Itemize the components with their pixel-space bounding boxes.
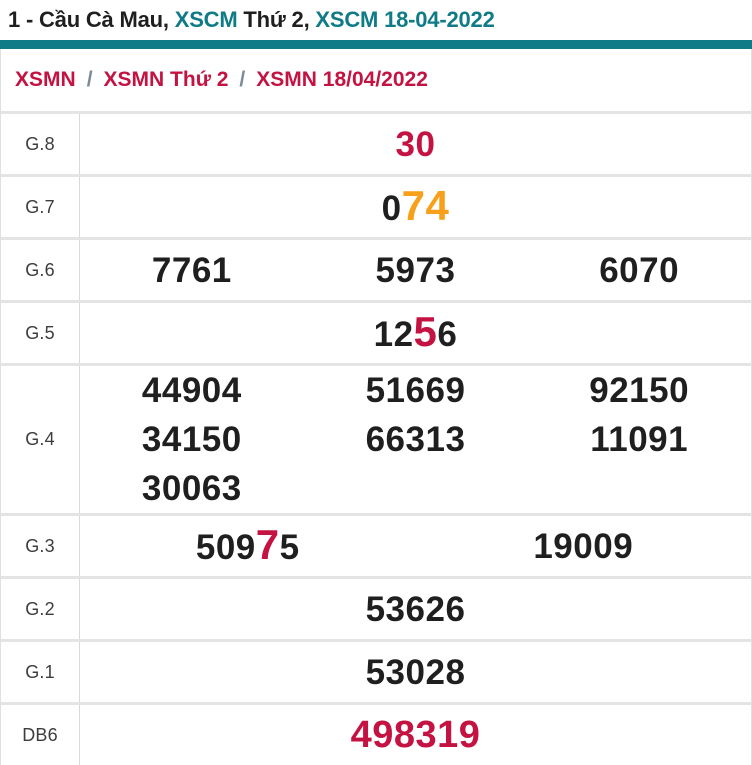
prize-values: 1256 [80, 303, 751, 363]
prize-label: G.1 [1, 642, 80, 702]
prize-label: G.8 [1, 114, 80, 174]
prize-values: 53028 [80, 642, 751, 702]
table-row: G.7 074 [1, 174, 751, 237]
prize-values: 50975 19009 [80, 516, 751, 576]
prize-label: G.3 [1, 516, 80, 576]
prize-label: G.4 [1, 366, 80, 513]
page-title-text: Thứ 2, [237, 7, 316, 32]
prize-label: G.6 [1, 240, 80, 300]
prize-digit-segment: 6070 [599, 250, 680, 290]
prize-label: G.7 [1, 177, 80, 237]
prize-digit-segment: 0 [381, 189, 402, 228]
prize-digit-segment: 30063 [141, 469, 242, 508]
prize-values: 44904 51669 92150 34150 66313 11091 30063 [80, 366, 751, 513]
prize-digit-segment: 5 [279, 528, 300, 567]
breadcrumb-link-xsmn[interactable]: XSMN [15, 68, 76, 91]
prize-number: 1256 [80, 307, 751, 359]
prize-number: 53028 [80, 648, 751, 697]
prize-values: 074 [80, 177, 751, 237]
prize-digit-segment: 53626 [365, 589, 466, 629]
prize-label: DB6 [1, 705, 80, 765]
prize-digit-segment: 7 [255, 521, 280, 568]
prize-digit-segment: 34150 [141, 420, 242, 459]
table-row: G.2 53626 [1, 576, 751, 639]
prize-digit-segment: 53028 [365, 652, 466, 692]
page-title-accent: XSCM [174, 7, 238, 32]
prize-values: 498319 [80, 705, 751, 765]
breadcrumb-separator: / [239, 68, 246, 91]
page-title-accent: XSCM 18-04-2022 [315, 7, 495, 32]
prize-number: 44904 [80, 366, 304, 415]
prize-values: 30 [80, 114, 751, 174]
prize-digit-segment: 509 [195, 528, 256, 567]
prize-number: 7761 [80, 246, 304, 295]
breadcrumb-link-xsmn-date[interactable]: XSMN 18/04/2022 [256, 68, 428, 91]
prize-digit-segment: 6 [437, 315, 458, 354]
prize-number: 11091 [527, 415, 751, 464]
prize-digit-segment: 66313 [365, 420, 466, 459]
prize-number: 92150 [527, 366, 751, 415]
prize-number: 6070 [527, 246, 751, 295]
prize-number: 34150 [80, 415, 304, 464]
prize-number: 50975 [80, 520, 416, 572]
prize-digit-segment: 11091 [590, 420, 689, 459]
prize-digit-segment: 7761 [151, 250, 232, 290]
prize-number: 53626 [80, 585, 751, 634]
prize-digit-segment: 498319 [350, 713, 481, 756]
table-row: G.4 44904 51669 92150 34150 66313 11091 30063 [1, 363, 751, 513]
prize-number: 51669 [304, 366, 528, 415]
prize-number: 498319 [80, 711, 751, 760]
teal-divider-bar [0, 40, 752, 49]
breadcrumb-separator: / [86, 68, 93, 91]
prize-number: 66313 [304, 415, 528, 464]
prize-digit-segment: 5 [413, 308, 438, 355]
table-row: G.1 53028 [1, 639, 751, 702]
prize-digit-segment: 30 [395, 124, 436, 164]
content-container: XSMN / XSMN Thứ 2 / XSMN 18/04/2022 G.8 3… [0, 49, 752, 765]
prize-digit-segment: 92150 [589, 371, 690, 410]
prize-label: G.5 [1, 303, 80, 363]
prize-number: 30 [80, 120, 751, 169]
breadcrumb-link-xsmn-thu2[interactable]: XSMN Thứ 2 [103, 68, 229, 91]
prize-number: 5973 [304, 246, 528, 295]
page-title: 1 - Cầu Cà Mau, XSCM Thứ 2, XSCM 18-04-2… [0, 0, 752, 40]
table-row: G.8 30 [1, 111, 751, 174]
prize-digit-segment: 74 [401, 182, 450, 229]
prize-number: 074 [80, 181, 751, 233]
prize-digit-segment: 19009 [533, 526, 634, 566]
breadcrumb: XSMN / XSMN Thứ 2 / XSMN 18/04/2022 [1, 49, 751, 111]
table-row: G.6 7761 5973 6070 [1, 237, 751, 300]
prize-label: G.2 [1, 579, 80, 639]
page-title-text: 1 - Cầu Cà Mau, [8, 7, 175, 32]
prize-values: 7761 5973 6070 [80, 240, 751, 300]
prize-digit-segment: 51669 [365, 371, 466, 410]
prize-number: 19009 [416, 522, 752, 571]
table-row: G.3 50975 19009 [1, 513, 751, 576]
table-row: DB6 498319 [1, 702, 751, 765]
table-row: G.5 1256 [1, 300, 751, 363]
prize-digit-segment: 12 [373, 315, 414, 354]
prize-number: 30063 [80, 464, 304, 513]
prize-digit-segment: 5973 [375, 250, 456, 290]
results-table: G.8 30 G.7 074 G.6 7761 5973 6070 G.5 1256 G.4 4490… [1, 111, 751, 765]
prize-digit-segment: 44904 [141, 371, 242, 410]
prize-values: 53626 [80, 579, 751, 639]
